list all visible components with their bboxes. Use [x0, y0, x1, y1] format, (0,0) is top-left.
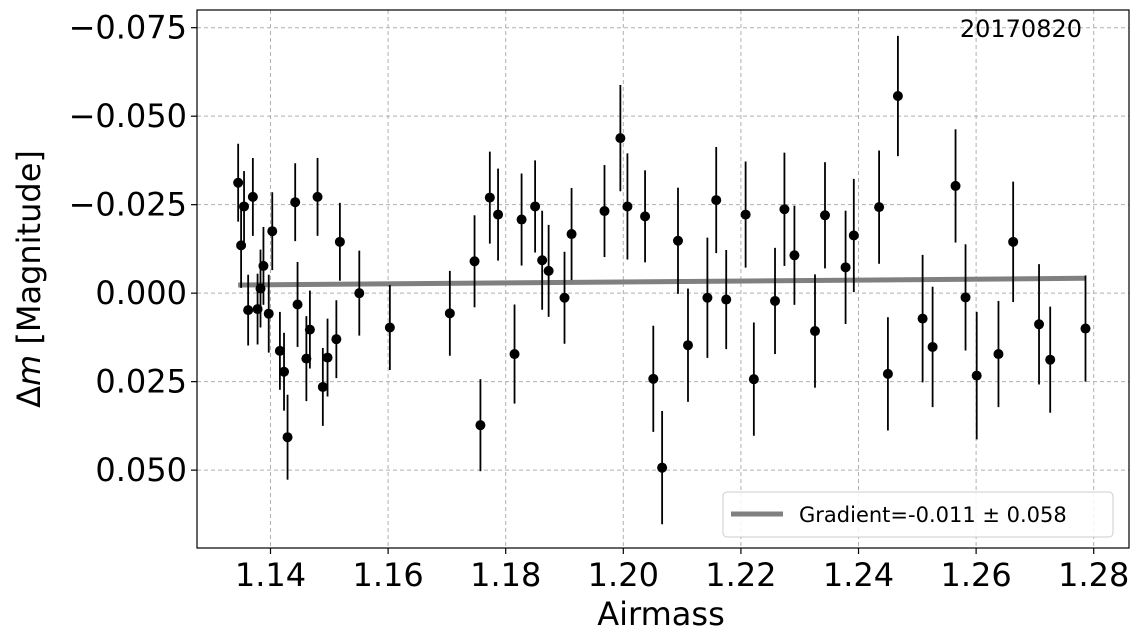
y-tick-label: −0.075 — [69, 9, 187, 47]
x-tick-label: 1.14 — [235, 556, 306, 594]
data-point — [247, 191, 258, 202]
data-point — [615, 133, 626, 144]
data-point — [331, 334, 342, 345]
data-point — [672, 235, 683, 246]
data-point — [322, 352, 333, 363]
data-point — [810, 326, 821, 337]
data-point — [267, 226, 278, 237]
data-point — [840, 262, 851, 273]
data-point — [243, 305, 254, 316]
data-point — [1034, 319, 1045, 330]
data-point — [927, 341, 938, 352]
plot-frame — [196, 9, 1130, 549]
y-tick-label: −0.025 — [69, 186, 187, 224]
y-tick-label: 0.025 — [95, 363, 187, 401]
data-point — [537, 255, 548, 266]
data-point — [917, 313, 928, 324]
data-point — [599, 206, 610, 217]
data-point — [292, 299, 303, 310]
x-tick-label: 1.20 — [588, 556, 659, 594]
fit-line — [238, 275, 1085, 288]
data-point — [233, 177, 244, 188]
data-point — [682, 340, 693, 351]
legend-box — [722, 491, 1114, 538]
data-point — [484, 192, 495, 203]
x-axis-label: Airmass — [597, 595, 725, 633]
data-point — [509, 349, 520, 360]
data-point — [279, 366, 290, 377]
x-tick-label: 1.24 — [823, 556, 894, 594]
data-point — [566, 229, 577, 240]
legend-label: Gradient=-0.011 ± 0.058 — [799, 503, 1067, 527]
data-point — [622, 201, 633, 212]
data-point — [960, 292, 971, 303]
data-point — [304, 324, 315, 335]
data-point — [748, 374, 759, 385]
legend: Gradient=-0.011 ± 0.058 — [722, 491, 1114, 538]
data-point — [334, 236, 345, 247]
data-point — [543, 265, 554, 276]
data-point — [263, 308, 274, 319]
data-point — [971, 370, 982, 381]
data-point — [384, 322, 395, 333]
data-point — [469, 256, 480, 267]
data-point — [819, 210, 830, 221]
data-point — [444, 308, 455, 319]
data-point — [892, 91, 903, 102]
data-point — [657, 462, 668, 473]
y-axis-label-delta: Δ — [10, 386, 48, 408]
date-annotation: 20170820 — [960, 15, 1082, 43]
data-point — [530, 201, 541, 212]
data-points — [233, 35, 1091, 525]
data-point — [993, 349, 1004, 360]
grid — [197, 10, 1129, 548]
x-tick-label: 1.28 — [1058, 556, 1129, 594]
data-point — [779, 204, 790, 215]
data-point — [559, 292, 570, 303]
data-point — [640, 211, 651, 222]
x-tick-label: 1.22 — [705, 556, 776, 594]
data-point — [1008, 236, 1019, 247]
data-point — [290, 197, 301, 208]
fit-line-layer — [238, 275, 1085, 288]
y-axis-label-unit: [Magnitude] — [10, 150, 48, 355]
data-point — [770, 295, 781, 306]
data-point — [950, 180, 961, 191]
x-ticks: 1.14 1.16 1.18 1.20 1.22 1.24 1.26 1.28 — [235, 548, 1129, 594]
data-point — [354, 288, 365, 299]
data-point — [317, 381, 328, 392]
data-point — [475, 420, 486, 431]
y-tick-label: 0.000 — [95, 274, 187, 312]
data-point — [236, 240, 247, 251]
y-tick-label: −0.050 — [69, 97, 187, 135]
data-point — [721, 294, 732, 305]
data-point — [1045, 354, 1056, 365]
y-axis-label: Δm [Magnitude] — [10, 150, 48, 408]
y-axis-label-var: m — [10, 355, 48, 386]
data-point — [848, 230, 859, 241]
data-point — [882, 368, 893, 379]
x-tick-label: 1.18 — [470, 556, 541, 594]
data-point — [301, 353, 312, 364]
data-point — [516, 214, 527, 225]
data-point — [789, 250, 800, 261]
y-tick-label: 0.050 — [95, 451, 187, 489]
data-point — [239, 201, 250, 212]
data-point — [274, 345, 285, 356]
y-ticks: −0.075 −0.050 −0.025 0.000 0.025 0.050 — [69, 9, 197, 489]
data-point — [282, 432, 293, 443]
data-point — [711, 195, 722, 206]
data-point — [493, 209, 504, 220]
data-point — [258, 260, 269, 271]
x-tick-label: 1.16 — [352, 556, 423, 594]
x-tick-label: 1.26 — [940, 556, 1011, 594]
data-point — [740, 209, 751, 220]
data-point — [312, 191, 323, 202]
data-point — [648, 373, 659, 384]
data-point — [874, 202, 885, 213]
data-point — [702, 292, 713, 303]
data-point — [1080, 323, 1091, 334]
